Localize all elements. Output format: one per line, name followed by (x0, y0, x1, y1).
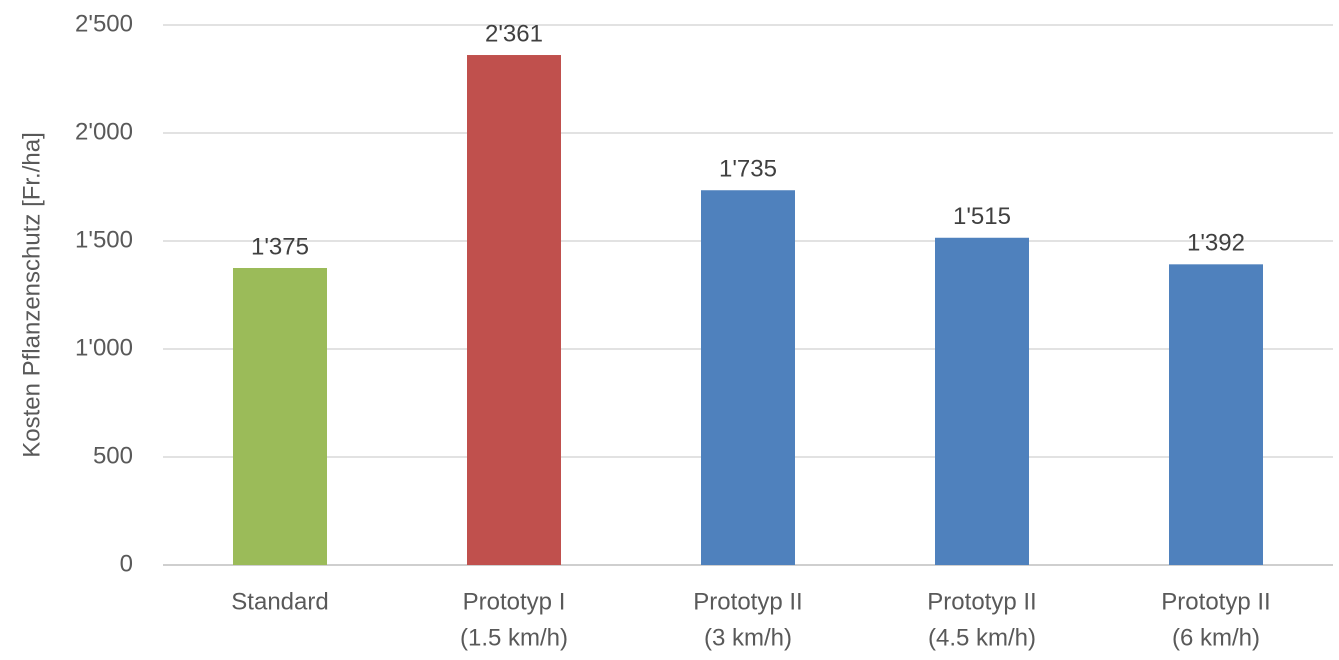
x-tick-label: (1.5 km/h) (460, 624, 568, 651)
data-label: 1'392 (1187, 230, 1245, 257)
bar (233, 268, 327, 565)
y-axis-label: Kosten Pflanzenschutz [Fr./ha] (18, 132, 45, 458)
y-tick-label: 0 (120, 550, 133, 577)
x-tick-label: Prototyp II (693, 588, 802, 615)
x-tick-label: (6 km/h) (1172, 624, 1260, 651)
y-tick-label: 1'500 (75, 226, 133, 253)
x-tick-label: Standard (231, 588, 328, 615)
x-tick-label: (3 km/h) (704, 624, 792, 651)
bar (467, 55, 561, 566)
x-tick-label: Prototyp II (927, 588, 1036, 615)
data-label: 1'515 (953, 203, 1011, 230)
x-tick-label: (4.5 km/h) (928, 624, 1036, 651)
bar (1169, 264, 1263, 565)
data-label: 1'375 (251, 233, 309, 260)
x-tick-label: Prototyp I (463, 588, 566, 615)
x-tick-label: Prototyp II (1161, 588, 1270, 615)
y-tick-label: 2'500 (75, 10, 133, 37)
bar (935, 237, 1029, 565)
y-tick-label: 500 (93, 442, 133, 469)
data-label: 2'361 (485, 20, 543, 47)
y-tick-label: 1'000 (75, 334, 133, 361)
data-label: 1'735 (719, 156, 777, 183)
y-tick-label: 2'000 (75, 118, 133, 145)
bar (701, 190, 795, 566)
